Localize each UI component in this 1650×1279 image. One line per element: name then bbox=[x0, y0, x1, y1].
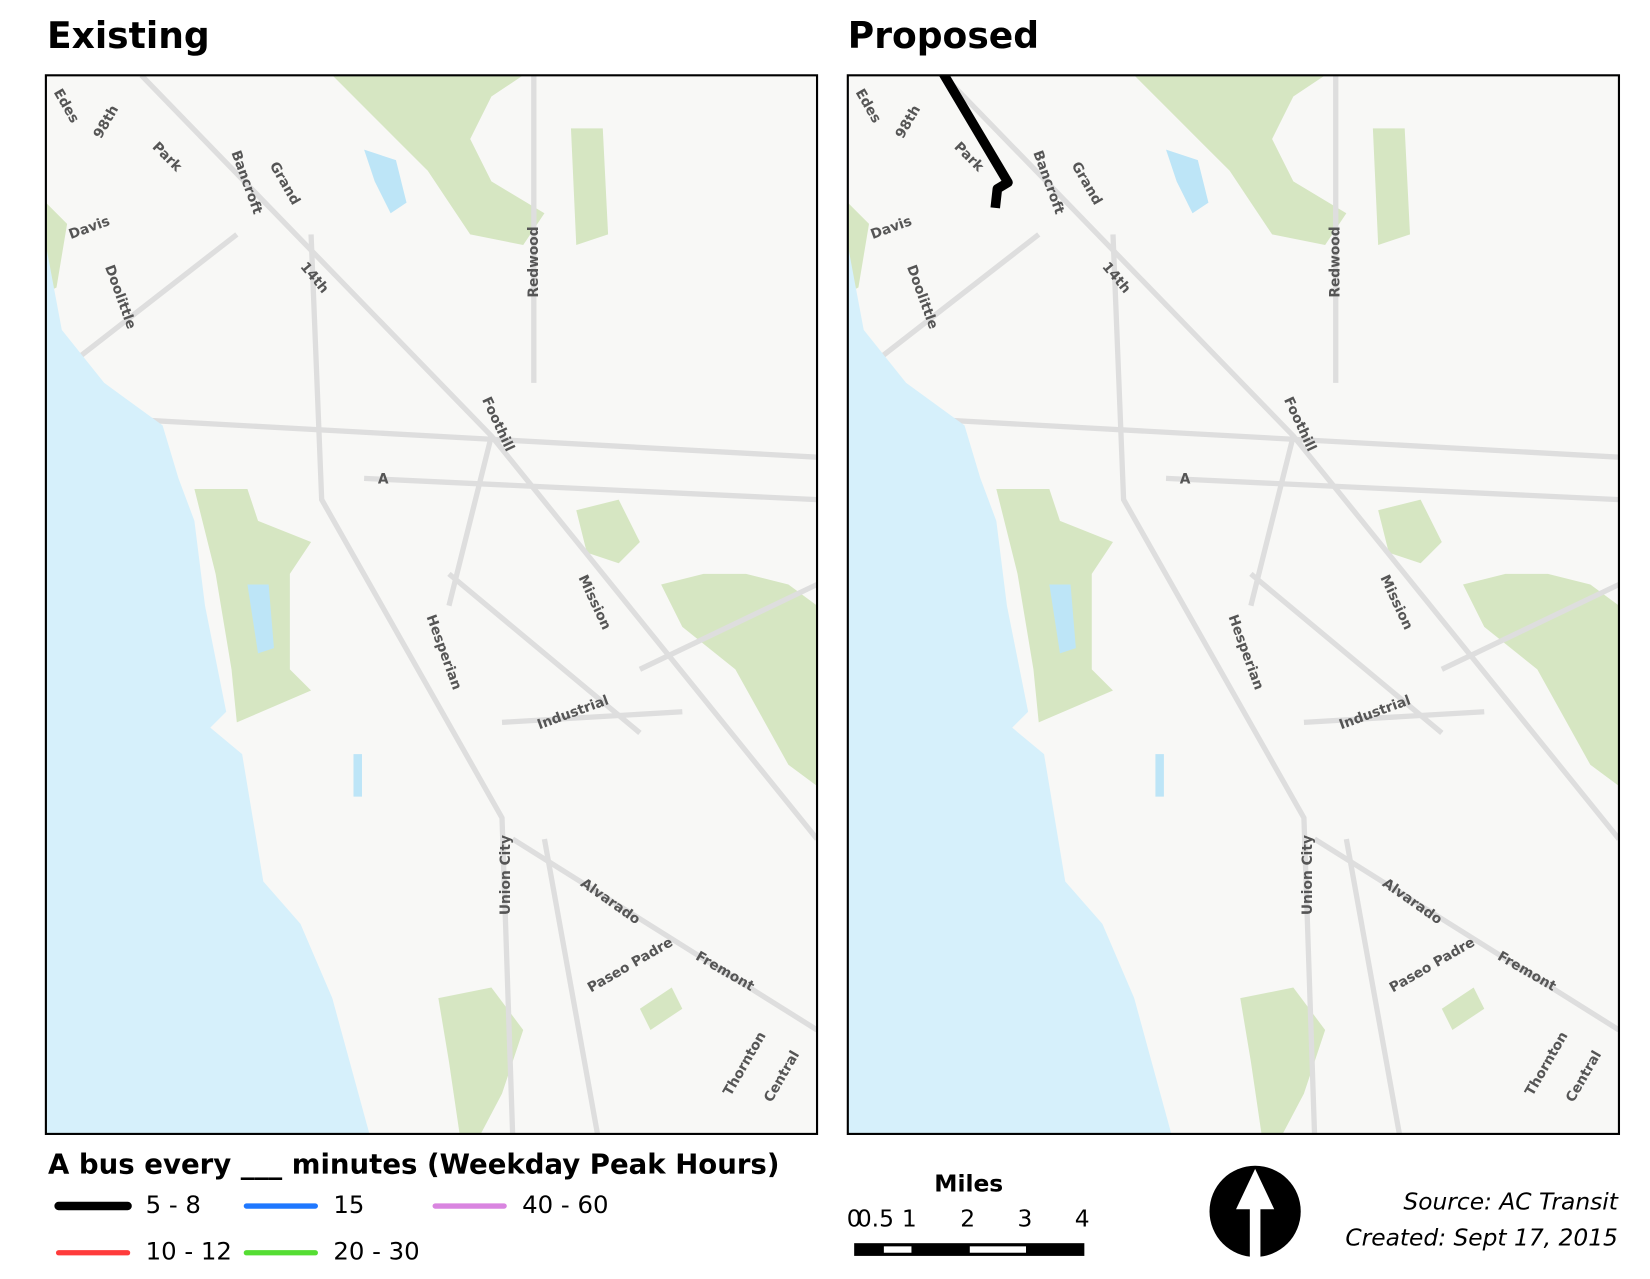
legend-label: 40 - 60 bbox=[522, 1190, 608, 1219]
park bbox=[1441, 987, 1485, 1030]
lake bbox=[353, 754, 362, 797]
road bbox=[638, 582, 818, 672]
park bbox=[1378, 499, 1442, 564]
scale-label: 2 bbox=[960, 1204, 975, 1232]
street-label: Redwood bbox=[526, 226, 542, 297]
legend-title: A bus every ___ minutes (Weekday Peak Ho… bbox=[48, 1148, 779, 1181]
panel-title: Proposed bbox=[848, 15, 1039, 57]
legend: 5 - 8 10 - 12 15 20 - 30 40 - 60 bbox=[54, 1190, 608, 1266]
scale-label: 0 bbox=[847, 1204, 862, 1232]
road bbox=[45, 412, 818, 460]
park bbox=[1134, 75, 1347, 246]
road bbox=[1440, 582, 1619, 672]
park bbox=[570, 128, 609, 246]
park bbox=[1240, 987, 1326, 1134]
park bbox=[576, 499, 640, 564]
road bbox=[363, 475, 818, 503]
lake bbox=[247, 584, 274, 654]
park bbox=[1372, 128, 1410, 246]
park bbox=[847, 202, 870, 293]
street-label: Union City bbox=[498, 835, 514, 915]
scale-label: 3 bbox=[1018, 1204, 1033, 1232]
scale-label: 4 bbox=[1075, 1204, 1090, 1232]
road bbox=[1110, 234, 1318, 1134]
road bbox=[1249, 571, 1444, 736]
panel-frame bbox=[846, 74, 1621, 1135]
north-arrow-shape bbox=[1236, 1168, 1275, 1257]
scale-label: 1 bbox=[902, 1204, 917, 1232]
road bbox=[1313, 836, 1619, 1033]
lake bbox=[364, 149, 407, 214]
scale-segment bbox=[883, 1246, 912, 1253]
bus-route bbox=[938, 75, 1013, 209]
lake bbox=[1166, 149, 1209, 214]
legend-label: 10 - 12 bbox=[146, 1237, 232, 1266]
road bbox=[541, 838, 601, 1134]
road bbox=[1303, 709, 1485, 726]
legend-label: 20 - 30 bbox=[333, 1237, 419, 1266]
road bbox=[447, 571, 642, 736]
road bbox=[1165, 475, 1619, 503]
road bbox=[847, 412, 1619, 460]
panel-frame bbox=[44, 74, 819, 1135]
park bbox=[438, 987, 524, 1134]
created: Created: Sept 17, 2015 bbox=[1345, 1223, 1618, 1251]
bay bbox=[45, 245, 370, 1134]
park bbox=[661, 573, 818, 787]
street-label: A bbox=[378, 471, 389, 487]
park bbox=[45, 202, 68, 293]
park bbox=[332, 75, 545, 246]
road bbox=[501, 709, 683, 726]
street-label: Union City bbox=[1300, 835, 1316, 915]
scale-label: 0.5 bbox=[857, 1204, 894, 1232]
legend-label: 5 - 8 bbox=[146, 1190, 201, 1219]
panel-title: Existing bbox=[47, 15, 210, 57]
park bbox=[1463, 573, 1619, 787]
street-label: A bbox=[1180, 471, 1191, 487]
scale-segment bbox=[854, 1243, 1085, 1256]
legend-label: 15 bbox=[333, 1190, 364, 1219]
source: Source: AC Transit bbox=[1403, 1187, 1618, 1215]
park bbox=[639, 987, 683, 1030]
road bbox=[1343, 838, 1402, 1134]
road bbox=[308, 234, 516, 1134]
scale-bar: 00.5 1 2 3 4 bbox=[847, 1204, 1090, 1256]
bay bbox=[847, 245, 1172, 1134]
north-arrow bbox=[1209, 1165, 1301, 1257]
scale-title: Miles bbox=[934, 1169, 1003, 1197]
road bbox=[511, 836, 818, 1033]
lake bbox=[1155, 754, 1164, 797]
scale-segment bbox=[969, 1246, 1027, 1253]
street-label: Redwood bbox=[1328, 226, 1344, 297]
lake bbox=[1049, 584, 1076, 654]
